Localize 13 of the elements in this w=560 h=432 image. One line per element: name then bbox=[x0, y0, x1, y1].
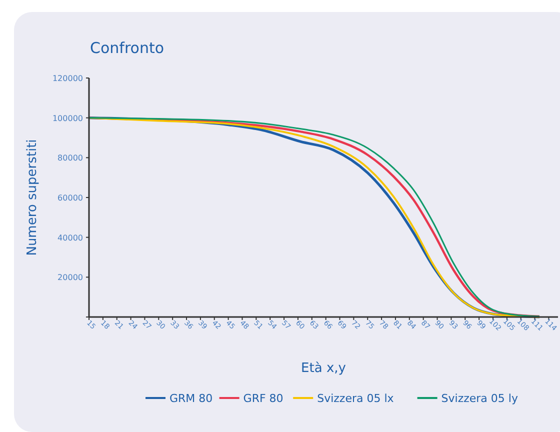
y-axis-title: Numero superstiti bbox=[25, 139, 40, 256]
y-tick-label: 80000 bbox=[58, 154, 83, 163]
x-axis-title: Età x,y bbox=[301, 361, 346, 376]
legend-label: Svizzera 05 ly bbox=[441, 392, 518, 405]
legend-label: GRM 80 bbox=[170, 392, 213, 405]
legend-label: GRF 80 bbox=[243, 392, 284, 405]
y-tick-label: 100000 bbox=[52, 114, 83, 123]
y-tick-label: 120000 bbox=[52, 74, 83, 83]
y-tick-label: 20000 bbox=[58, 273, 83, 282]
y-tick-label: 60000 bbox=[58, 194, 83, 202]
legend-label: Svizzera 05 lx bbox=[317, 392, 394, 405]
chart-title: Confronto bbox=[90, 39, 164, 57]
y-tick-label: 40000 bbox=[58, 233, 83, 242]
